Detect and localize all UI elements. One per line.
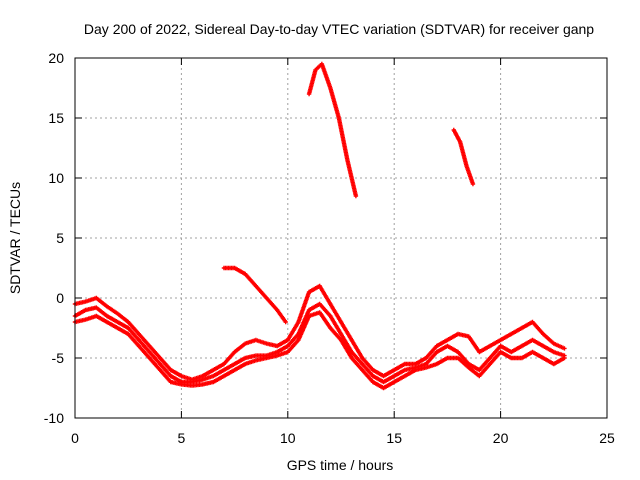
x-tick-label: 5 <box>178 430 186 446</box>
data-point <box>353 193 359 199</box>
series-arc-5 <box>306 61 359 199</box>
y-tick-label: 20 <box>48 50 64 66</box>
y-tick-label: 5 <box>56 230 64 246</box>
axis-ticks <box>74 57 608 419</box>
chart-title: Day 200 of 2022, Sidereal Day-to-day VTE… <box>84 21 594 37</box>
y-tick-labels: -10 -5 0 5 10 15 20 <box>44 50 64 426</box>
y-tick-label: -10 <box>44 410 64 426</box>
x-tick-label: 20 <box>493 430 509 446</box>
series-arc-1 <box>72 301 567 385</box>
data-marks <box>72 61 567 391</box>
series-arc-6 <box>451 127 476 187</box>
y-tick-label: -5 <box>52 350 65 366</box>
series-arc-3 <box>72 310 567 391</box>
y-tick-label: 15 <box>48 110 64 126</box>
x-tick-label: 0 <box>71 430 79 446</box>
x-tick-label: 25 <box>599 430 615 446</box>
x-tick-labels: 0 5 10 15 20 25 <box>71 430 615 446</box>
series-arc-4 <box>221 265 288 325</box>
y-tick-label: 10 <box>48 170 64 186</box>
x-tick-label: 15 <box>386 430 402 446</box>
data-point <box>283 319 288 325</box>
x-tick-label: 10 <box>280 430 296 446</box>
data-point <box>470 181 476 187</box>
series-arc-2 <box>72 283 567 382</box>
data-point <box>562 346 567 351</box>
y-tick-label: 0 <box>56 290 64 306</box>
data-point <box>562 355 567 361</box>
y-axis-title: SDTVAR / TECUs <box>7 182 23 294</box>
x-axis-title: GPS time / hours <box>287 457 394 473</box>
